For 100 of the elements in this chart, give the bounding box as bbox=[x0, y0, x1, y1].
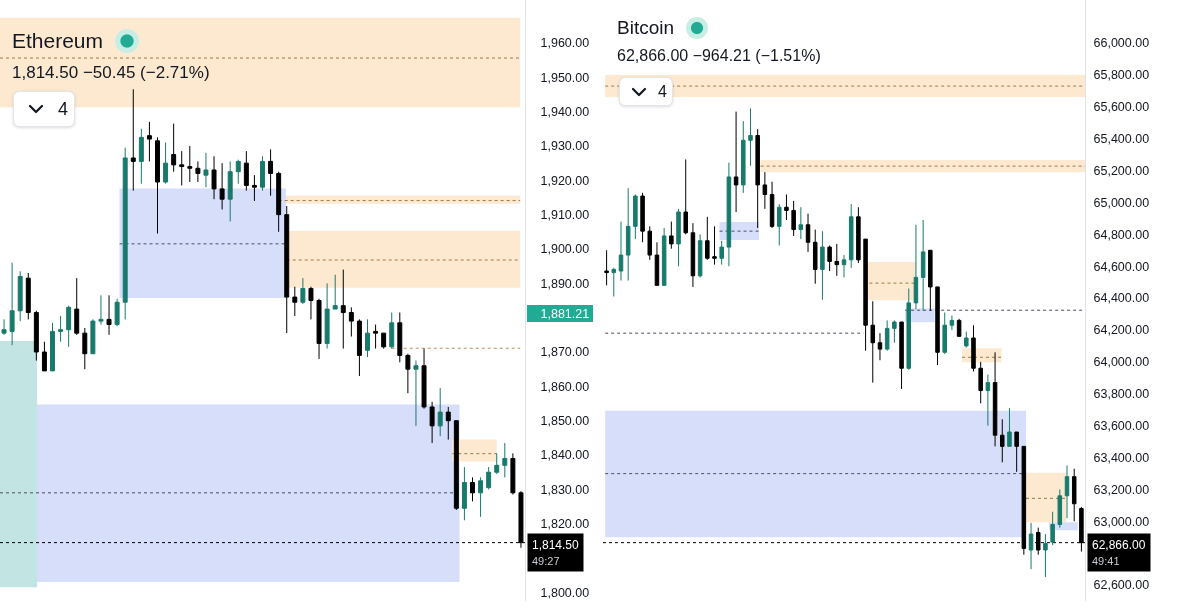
y-tick-label: 64,800.00 bbox=[1093, 227, 1150, 242]
candlestick bbox=[437, 387, 443, 437]
candlestick bbox=[421, 348, 427, 410]
y-tick-label: 1,890.00 bbox=[540, 276, 590, 291]
candlestick bbox=[300, 277, 306, 305]
candlestick bbox=[733, 111, 739, 213]
y-tick-label: 1,860.00 bbox=[540, 379, 590, 394]
candlestick bbox=[884, 319, 890, 352]
candlestick bbox=[611, 267, 617, 298]
candlestick bbox=[676, 208, 681, 267]
y-tick-label: 64,000.00 bbox=[1093, 355, 1150, 370]
y-tick-label: 65,200.00 bbox=[1093, 163, 1150, 178]
text: Ethereum bbox=[12, 29, 104, 53]
candlestick bbox=[1000, 418, 1005, 463]
candlestick bbox=[848, 203, 854, 269]
candlestick bbox=[920, 219, 926, 312]
candlestick bbox=[978, 361, 983, 404]
candlestick bbox=[429, 401, 435, 444]
annotation: 4 bbox=[58, 98, 69, 120]
candlestick bbox=[748, 107, 753, 167]
candlestick bbox=[324, 282, 330, 350]
candlestick bbox=[146, 121, 152, 162]
y-tick-label: 1,870.00 bbox=[540, 345, 590, 360]
candlestick bbox=[356, 318, 362, 377]
candlestick bbox=[964, 331, 969, 349]
candlestick bbox=[1043, 533, 1048, 578]
candlestick bbox=[791, 200, 796, 237]
candlestick bbox=[892, 319, 897, 344]
y-tick-label: 1,850.00 bbox=[540, 414, 590, 429]
candlestick bbox=[841, 254, 847, 278]
candlestick bbox=[1, 318, 7, 336]
candlestick bbox=[90, 318, 96, 355]
ref-line-label: 1,814.50 49:27 bbox=[532, 538, 580, 567]
candlestick bbox=[899, 321, 904, 390]
candlestick bbox=[308, 286, 314, 320]
candlestick bbox=[106, 294, 112, 336]
y-tick-label: 1,830.00 bbox=[540, 482, 590, 497]
dropdown-button: 4 bbox=[619, 77, 673, 106]
text: Bitcoin bbox=[617, 17, 675, 39]
candlestick bbox=[138, 128, 144, 185]
candlestick bbox=[114, 298, 120, 327]
candlestick bbox=[942, 311, 947, 355]
candlestick bbox=[235, 159, 241, 185]
candlestick bbox=[863, 238, 868, 352]
candlestick bbox=[33, 310, 39, 362]
y-tick-label: 65,400.00 bbox=[1093, 132, 1150, 147]
candlestick bbox=[784, 193, 789, 221]
candlestick bbox=[74, 277, 80, 336]
candlestick bbox=[1007, 407, 1012, 447]
annotation: 4 bbox=[658, 82, 667, 101]
y-tick-label: 1,800.00 bbox=[540, 585, 590, 600]
candlestick bbox=[66, 305, 72, 348]
y-tick-label: 64,200.00 bbox=[1093, 323, 1150, 338]
candlestick bbox=[389, 312, 395, 350]
candlestick bbox=[332, 274, 338, 310]
candlestick bbox=[705, 216, 710, 261]
candlestick bbox=[340, 269, 346, 350]
candlestick bbox=[268, 148, 274, 197]
y-tick-label: 63,400.00 bbox=[1093, 450, 1150, 465]
candlestick bbox=[992, 351, 998, 447]
candlestick bbox=[726, 162, 732, 267]
candlestick bbox=[227, 160, 233, 223]
candlestick bbox=[211, 155, 217, 200]
y-tick-label: 1,950.00 bbox=[540, 70, 590, 85]
y-tick-label: 63,200.00 bbox=[1093, 482, 1150, 497]
candlestick bbox=[276, 171, 282, 233]
y-tick-label: 63,600.00 bbox=[1093, 419, 1150, 434]
candlestick bbox=[494, 452, 500, 475]
candlestick bbox=[445, 406, 451, 441]
candlestick bbox=[618, 221, 624, 282]
candlestick bbox=[453, 420, 459, 511]
candlestick bbox=[956, 318, 962, 337]
y-tick-label: 65,800.00 bbox=[1093, 68, 1150, 83]
candlestick bbox=[985, 374, 991, 427]
candlestick bbox=[798, 206, 804, 240]
candlestick bbox=[155, 136, 160, 235]
candlestick bbox=[719, 240, 724, 266]
candlestick bbox=[928, 249, 933, 312]
candlestick bbox=[776, 203, 782, 246]
candlestick bbox=[661, 227, 667, 286]
candlestick bbox=[381, 332, 387, 350]
candlestick bbox=[478, 476, 484, 518]
candlestick bbox=[251, 174, 257, 202]
candlestick bbox=[712, 225, 717, 266]
ref-line-label: 62,866.00 49:41 bbox=[1092, 538, 1146, 567]
candlestick bbox=[856, 206, 861, 264]
candlestick bbox=[805, 213, 811, 253]
candlestick bbox=[1014, 431, 1019, 473]
candlestick bbox=[697, 233, 703, 278]
y-tick-label: 65,000.00 bbox=[1093, 195, 1150, 210]
dropdown-button: 4 bbox=[13, 91, 75, 127]
candlestick bbox=[486, 466, 492, 490]
y-tick-label: 1,900.00 bbox=[540, 242, 590, 257]
candlestick bbox=[130, 88, 136, 192]
candlestick bbox=[870, 300, 876, 384]
candlestick bbox=[122, 147, 128, 320]
candlestick bbox=[260, 155, 265, 192]
candlestick bbox=[50, 322, 55, 372]
candlestick bbox=[405, 353, 411, 394]
candlestick bbox=[316, 298, 322, 360]
